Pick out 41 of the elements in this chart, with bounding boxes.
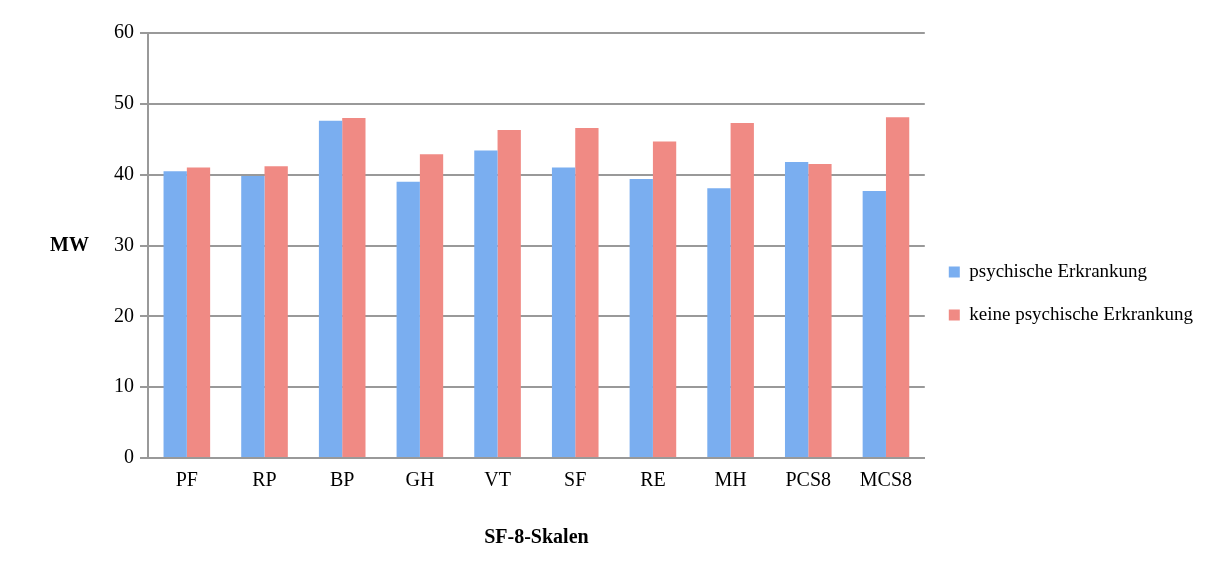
bar	[474, 150, 498, 457]
legend-label: keine psychische Erkrankung	[969, 302, 1194, 324]
y-tick-label: 60	[114, 20, 134, 43]
y-axis-title: MW	[50, 232, 89, 255]
legend-label: psychische Erkrankung	[969, 259, 1148, 281]
bar	[862, 190, 886, 457]
bar	[652, 141, 677, 457]
x-tick-label: BP	[329, 468, 355, 491]
bar	[163, 171, 187, 457]
y-tick-label: 30	[114, 232, 134, 255]
bar	[186, 167, 211, 457]
bar	[264, 166, 288, 457]
bar	[885, 117, 910, 457]
bar	[342, 118, 366, 457]
bar	[575, 127, 599, 457]
bar	[241, 176, 265, 457]
x-tick-label: SF	[564, 468, 587, 491]
bar	[318, 120, 343, 457]
y-tick-label: 40	[114, 161, 134, 184]
y-tick-label: 0	[124, 445, 134, 468]
x-axis-title: SF-8-Skalen	[484, 525, 589, 548]
bar	[551, 167, 576, 457]
y-tick-label: 10	[114, 374, 134, 397]
y-tick-label: 20	[114, 303, 134, 326]
x-tick-label: PF	[175, 468, 198, 491]
x-tick-label: PCS8	[785, 468, 832, 491]
bar	[784, 161, 809, 457]
x-tick-label: RE	[640, 468, 666, 491]
x-tick-label: VT	[484, 468, 511, 491]
bar	[396, 181, 420, 457]
bar	[707, 188, 731, 457]
x-tick-label: MCS8	[859, 468, 913, 491]
bar	[730, 122, 754, 457]
y-tick-label: 50	[114, 91, 134, 114]
bar	[419, 154, 444, 457]
x-tick-label: MH	[714, 468, 747, 491]
bar	[808, 164, 832, 457]
bar	[629, 178, 653, 457]
x-tick-label: RP	[252, 468, 277, 491]
bar	[497, 130, 521, 457]
x-tick-label: GH	[405, 468, 435, 491]
